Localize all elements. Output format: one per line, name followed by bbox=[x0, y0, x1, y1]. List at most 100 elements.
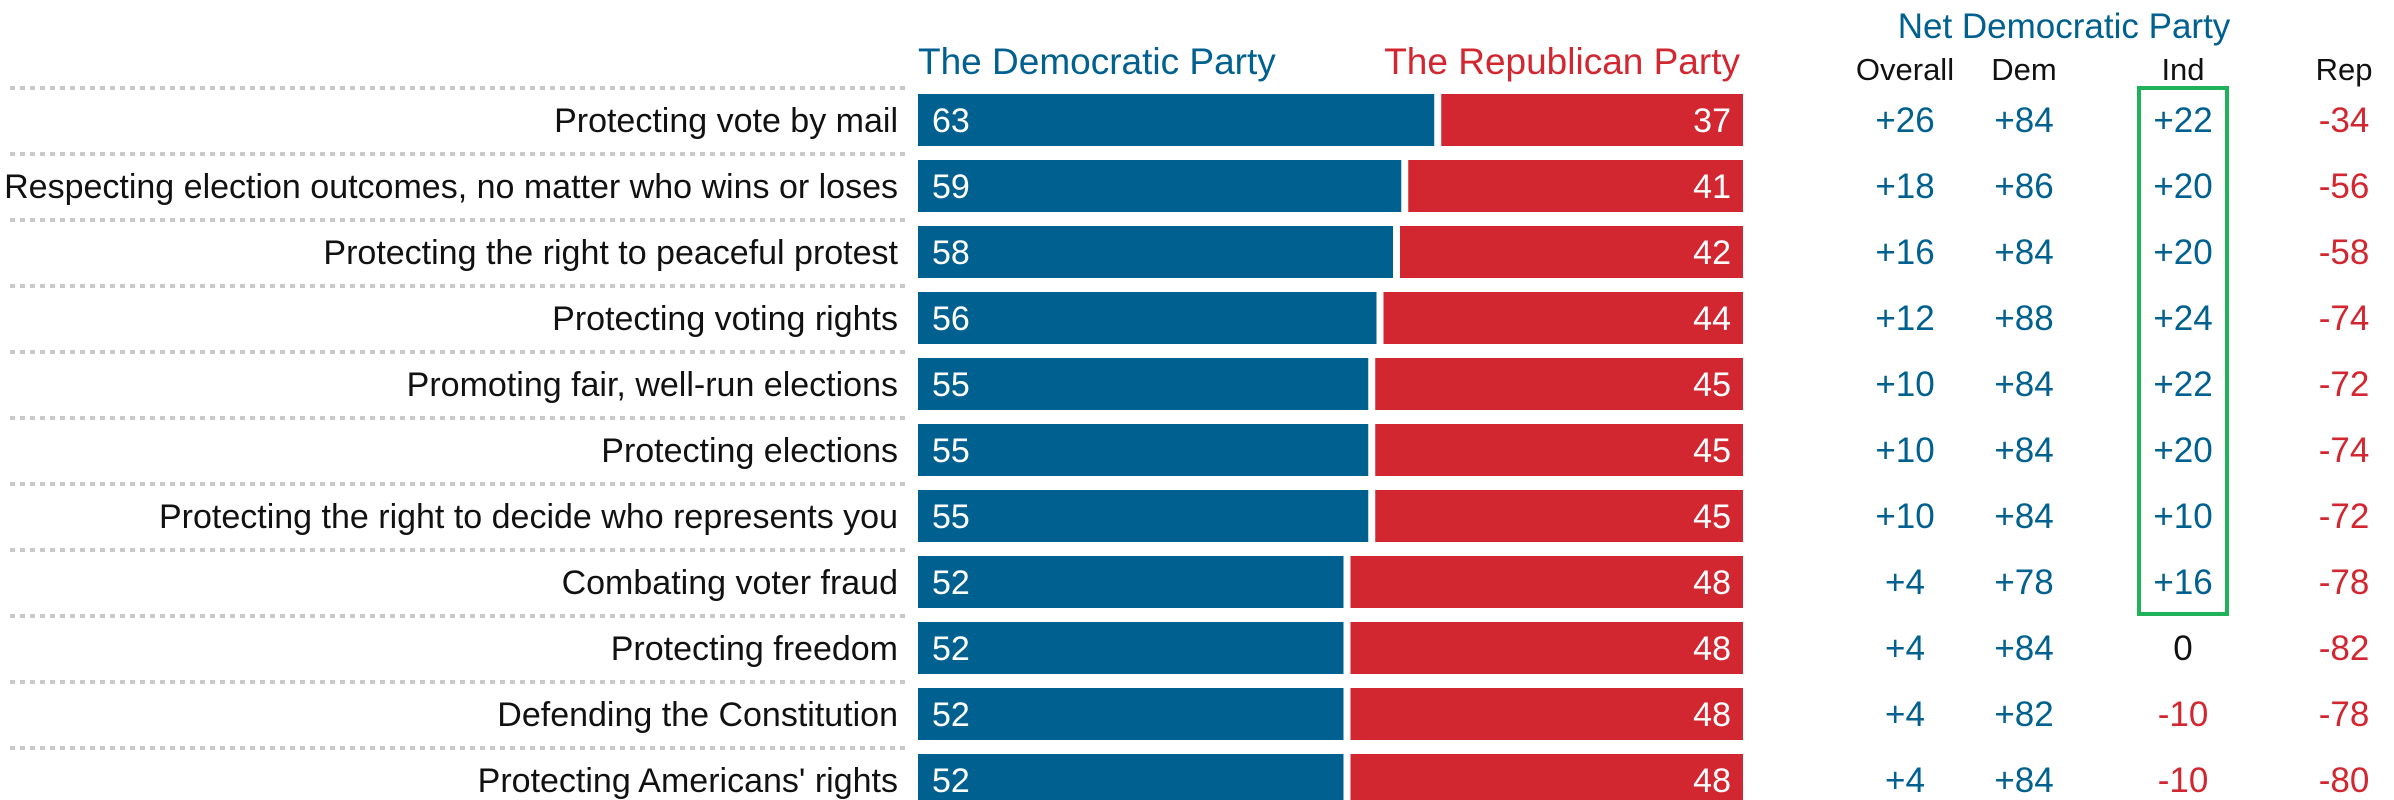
net-value-overall: +10 bbox=[1875, 497, 1934, 536]
net-value-overall: +26 bbox=[1875, 101, 1934, 140]
category-label: Protecting freedom bbox=[611, 630, 898, 668]
bar-label-democratic: 52 bbox=[932, 564, 970, 602]
bar-republican bbox=[1350, 754, 1743, 800]
bar-republican bbox=[1375, 424, 1743, 476]
category-label: Respecting election outcomes, no matter … bbox=[4, 168, 898, 206]
ind-highlight-box bbox=[2137, 86, 2229, 616]
bar-label-republican: 45 bbox=[1693, 366, 1731, 404]
category-label: Protecting Americans' rights bbox=[478, 762, 898, 800]
net-value-dem: +84 bbox=[1994, 365, 2053, 404]
net-value-rep: -34 bbox=[2319, 101, 2370, 140]
category-label: Protecting elections bbox=[601, 432, 898, 470]
net-value-dem: +84 bbox=[1994, 431, 2053, 470]
category-label: Protecting the right to decide who repre… bbox=[159, 498, 898, 536]
category-label: Combating voter fraud bbox=[562, 564, 898, 602]
bar-democratic bbox=[918, 622, 1344, 674]
bar-label-democratic: 52 bbox=[932, 762, 970, 800]
category-labels: Protecting vote by mail Respecting electi… bbox=[4, 102, 898, 800]
bar-republican bbox=[1350, 556, 1743, 608]
net-value-dem: +82 bbox=[1994, 695, 2053, 734]
legend-republican: The Republican Party bbox=[1384, 41, 1740, 82]
net-value-ind: -10 bbox=[2158, 761, 2209, 800]
net-value-rep: -72 bbox=[2319, 497, 2370, 536]
net-col-header-dem: Dem bbox=[1991, 52, 2056, 87]
bar-label-republican: 45 bbox=[1693, 498, 1731, 536]
category-label: Defending the Constitution bbox=[497, 696, 898, 734]
bar-label-democratic: 52 bbox=[932, 630, 970, 668]
net-value-rep: -78 bbox=[2319, 563, 2370, 602]
net-value-ind: -10 bbox=[2158, 695, 2209, 734]
net-value-overall: +16 bbox=[1875, 233, 1934, 272]
net-col-header-ind: Ind bbox=[2161, 52, 2204, 87]
net-value-overall: +4 bbox=[1885, 695, 1925, 734]
net-value-dem: +84 bbox=[1994, 497, 2053, 536]
category-label: Protecting vote by mail bbox=[554, 102, 898, 140]
bar-label-republican: 45 bbox=[1693, 432, 1731, 470]
bar-democratic bbox=[918, 490, 1369, 542]
net-value-dem: +86 bbox=[1994, 167, 2053, 206]
bars: 63 37 59 41 58 42 56 44 55 45 55 45 55 45 52 48 52 48 52 48… bbox=[918, 94, 1743, 800]
net-value-rep: -74 bbox=[2319, 299, 2370, 338]
net-value-rep: -80 bbox=[2319, 761, 2370, 800]
bar-republican bbox=[1400, 226, 1743, 278]
net-value-overall: +4 bbox=[1885, 563, 1925, 602]
bar-label-democratic: 56 bbox=[932, 300, 970, 338]
bar-label-republican: 42 bbox=[1693, 234, 1731, 272]
bar-democratic bbox=[918, 754, 1344, 800]
bar-label-republican: 48 bbox=[1693, 630, 1731, 668]
bar-label-republican: 37 bbox=[1693, 102, 1731, 140]
net-table-title: Net Democratic Party bbox=[1898, 7, 2231, 46]
bar-republican bbox=[1375, 358, 1743, 410]
net-value-overall: +10 bbox=[1875, 365, 1934, 404]
net-value-overall: +4 bbox=[1885, 761, 1925, 800]
net-value-ind: +24 bbox=[2153, 299, 2212, 338]
bar-democratic bbox=[918, 226, 1393, 278]
bar-label-democratic: 63 bbox=[932, 102, 970, 140]
bar-republican bbox=[1383, 292, 1743, 344]
bar-label-democratic: 55 bbox=[932, 366, 970, 404]
bar-label-republican: 48 bbox=[1693, 696, 1731, 734]
bar-democratic bbox=[918, 358, 1369, 410]
net-value-rep: -56 bbox=[2319, 167, 2370, 206]
net-value-dem: +84 bbox=[1994, 629, 2053, 668]
bar-label-republican: 41 bbox=[1693, 168, 1731, 206]
legend-democratic: The Democratic Party bbox=[918, 41, 1276, 82]
net-value-dem: +78 bbox=[1994, 563, 2053, 602]
net-value-rep: -58 bbox=[2319, 233, 2370, 272]
net-value-dem: +84 bbox=[1994, 233, 2053, 272]
net-value-overall: +12 bbox=[1875, 299, 1934, 338]
bar-republican bbox=[1350, 688, 1743, 740]
net-value-dem: +84 bbox=[1994, 101, 2053, 140]
bar-label-democratic: 59 bbox=[932, 168, 970, 206]
net-value-overall: +18 bbox=[1875, 167, 1934, 206]
net-value-dem: +88 bbox=[1994, 299, 2053, 338]
bar-label-democratic: 55 bbox=[932, 432, 970, 470]
net-value-dem: +84 bbox=[1994, 761, 2053, 800]
bar-republican bbox=[1441, 94, 1743, 146]
category-label: Protecting voting rights bbox=[552, 300, 898, 338]
net-value-rep: -74 bbox=[2319, 431, 2370, 470]
net-value-ind: +22 bbox=[2153, 101, 2212, 140]
net-value-ind: +22 bbox=[2153, 365, 2212, 404]
net-value-rep: -78 bbox=[2319, 695, 2370, 734]
net-value-ind: +20 bbox=[2153, 431, 2212, 470]
bar-republican bbox=[1350, 622, 1743, 674]
bar-democratic bbox=[918, 688, 1344, 740]
net-col-header-overall: Overall bbox=[1856, 52, 1954, 87]
category-label: Protecting the right to peaceful protest bbox=[323, 234, 898, 272]
net-value-ind: +16 bbox=[2153, 563, 2212, 602]
bar-label-republican: 44 bbox=[1693, 300, 1731, 338]
bar-label-republican: 48 bbox=[1693, 564, 1731, 602]
net-value-ind: +20 bbox=[2153, 233, 2212, 272]
net-value-rep: -82 bbox=[2319, 629, 2370, 668]
net-values: +26 +84 +22 -34 +18 +86 +20 -56 +16 +84 +20 -58 +12 +… bbox=[1875, 101, 2369, 800]
net-col-header-rep: Rep bbox=[2316, 52, 2373, 87]
bar-republican bbox=[1408, 160, 1743, 212]
net-value-rep: -72 bbox=[2319, 365, 2370, 404]
net-value-overall: +10 bbox=[1875, 431, 1934, 470]
bar-democratic bbox=[918, 424, 1369, 476]
bar-label-republican: 48 bbox=[1693, 762, 1731, 800]
bar-label-democratic: 58 bbox=[932, 234, 970, 272]
net-value-overall: +4 bbox=[1885, 629, 1925, 668]
